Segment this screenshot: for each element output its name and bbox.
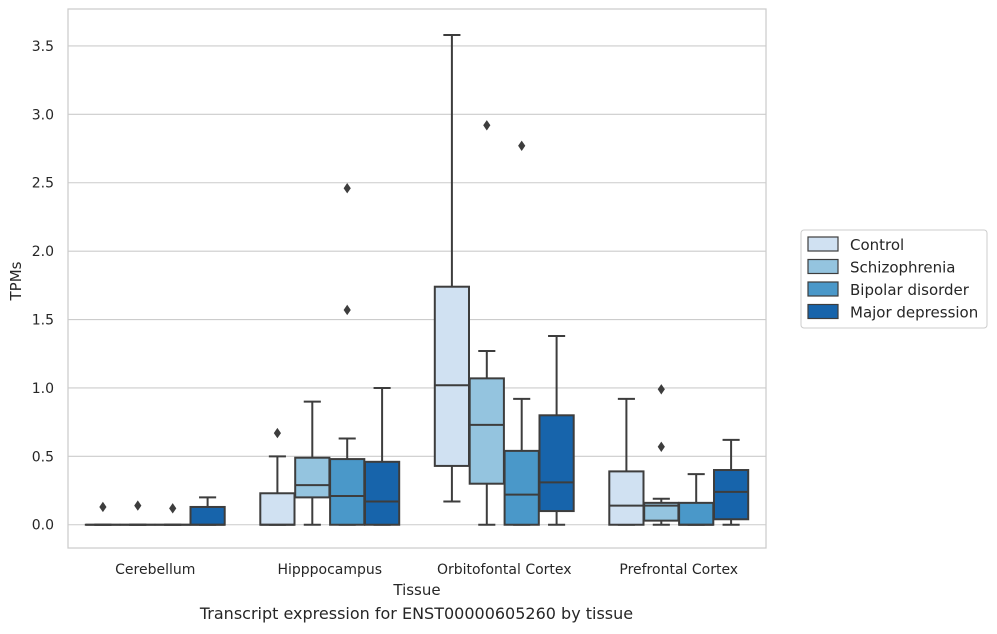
y-axis-label: TPMs [7, 261, 25, 301]
box-major-depression [363, 386, 401, 526]
box-bipolar-disorder [154, 503, 191, 526]
plot-frame [67, 8, 767, 549]
iqr-box [712, 469, 750, 521]
box-bipolar-disorder [678, 473, 715, 526]
box-control [433, 33, 471, 503]
x-tick-label: Prefrontal Cortex [619, 562, 738, 578]
box-control [608, 397, 645, 526]
y-tick-label: 2.5 [32, 176, 54, 192]
iqr-box [329, 458, 366, 526]
x-tick-label: Cerebellum [115, 562, 195, 578]
gridlines [68, 45, 766, 526]
legend-label: Control [850, 236, 904, 254]
legend-swatch [807, 236, 839, 252]
box-major-depression [538, 334, 575, 526]
outlier-marker [169, 503, 177, 514]
iqr-box [608, 470, 645, 526]
outlier-marker [273, 427, 281, 439]
legend-swatch [807, 258, 839, 275]
iqr-box [468, 377, 505, 485]
box-schizophrenia [294, 400, 331, 526]
outlier-marker [657, 384, 665, 395]
iqr-box [538, 414, 575, 513]
iqr-box [678, 501, 715, 526]
iqr-box [294, 456, 331, 499]
x-axis-label: Tissue [392, 581, 440, 599]
iqr-box [503, 449, 540, 526]
legend-label: Schizophrenia [850, 259, 955, 277]
y-tick-label: 1.0 [32, 381, 54, 397]
box-schizophrenia [119, 500, 156, 526]
legend-swatch [807, 281, 839, 297]
box-schizophrenia [643, 384, 680, 526]
boxes [84, 33, 750, 526]
y-tick-label: 0.5 [32, 449, 54, 465]
legend-label: Bipolar disorder [850, 281, 970, 299]
outlier-marker [134, 500, 142, 511]
iqr-box [363, 460, 401, 526]
outlier-marker [343, 304, 351, 316]
box-bipolar-disorder [503, 140, 540, 526]
box-control [259, 427, 296, 526]
figure-caption: Transcript expression for ENST0000060526… [199, 604, 634, 623]
x-tick-labels: Cerebellum Hipppocampus Orbitofontal Corte… [115, 562, 738, 578]
y-tick-label: 2.0 [32, 244, 54, 260]
legend-swatch [807, 303, 839, 320]
iqr-box [189, 505, 226, 526]
outlier-marker [343, 183, 351, 194]
y-tick-label: 0.0 [32, 518, 54, 534]
x-tick-label: Orbitofontal Cortex [437, 562, 572, 578]
outlier-marker [657, 441, 665, 452]
box-major-depression [712, 438, 750, 526]
box-bipolar-disorder [329, 183, 366, 526]
legend-label: Major depression [850, 304, 978, 322]
outlier-marker [99, 501, 107, 513]
legend-frame [800, 229, 988, 329]
y-tick-label: 3.5 [32, 39, 54, 55]
legend: Control Schizophrenia Bipolar disorder Majo… [800, 229, 988, 329]
outlier-marker [518, 140, 526, 152]
box-major-depression [189, 496, 226, 526]
box-schizophrenia [468, 120, 505, 526]
outlier-marker [483, 120, 491, 131]
y-tick-label: 1.5 [32, 313, 54, 329]
y-tick-label: 3.0 [32, 107, 54, 123]
iqr-box [433, 285, 471, 467]
x-tick-label: Hipppocampus [277, 562, 382, 578]
legend-items: Control Schizophrenia Bipolar disorder Majo… [807, 236, 978, 322]
y-tick-labels: 0.0 0.5 1.0 1.5 2.0 2.5 3.0 3.5 [32, 39, 54, 534]
box-control [84, 501, 122, 526]
iqr-box [259, 492, 296, 526]
